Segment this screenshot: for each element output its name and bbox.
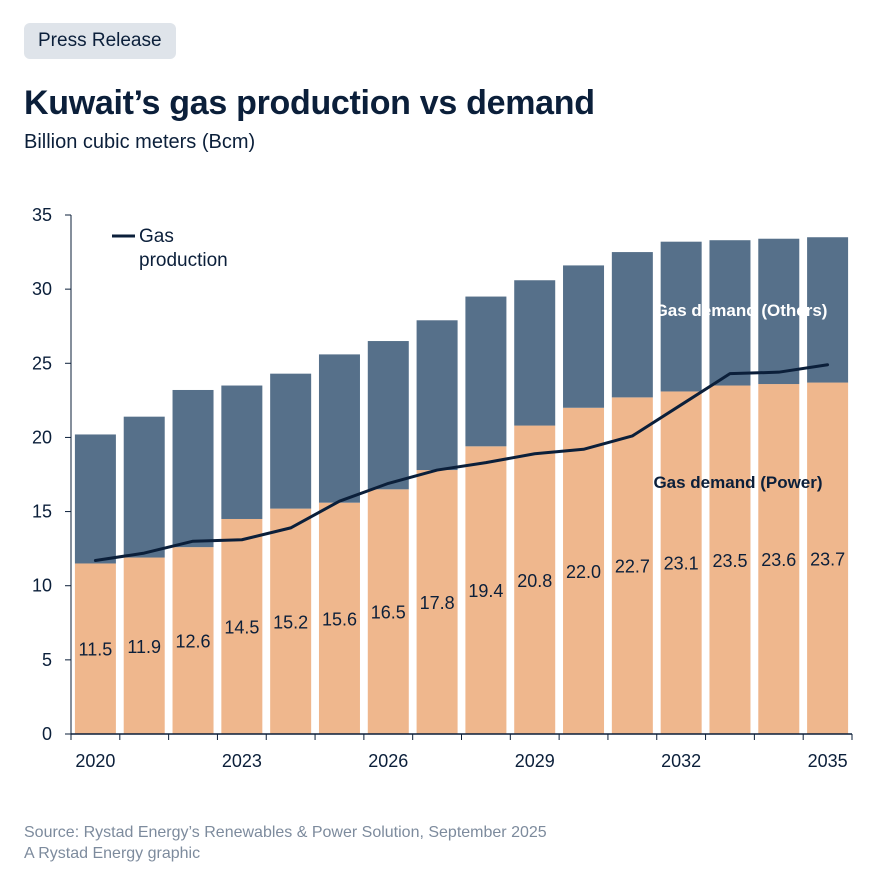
y-tick-label: 0 — [42, 724, 52, 744]
credit-line: A Rystad Energy graphic — [24, 845, 201, 862]
source-note: Source: Rystad Energy’s Renewables & Pow… — [24, 822, 547, 864]
power-demand-bar — [123, 557, 165, 734]
power-demand-bar — [563, 407, 605, 734]
power-value-label: 17.8 — [420, 593, 455, 613]
x-tick-label: 2035 — [808, 751, 848, 771]
power-value-label: 14.5 — [224, 617, 259, 637]
gas-production-line — [93, 363, 830, 563]
others-demand-bar — [221, 385, 263, 519]
x-tick-label: 2020 — [75, 751, 115, 771]
others-demand-bar — [123, 416, 165, 558]
power-demand-bar — [807, 382, 849, 734]
legend-label-line: production — [139, 250, 228, 271]
others-series-label: Gas demand (Others) — [655, 301, 828, 320]
x-tick-label: 2032 — [661, 751, 701, 771]
power-value-label: 12.6 — [176, 632, 211, 652]
others-demand-bar — [367, 341, 409, 490]
power-demand-bar — [709, 385, 751, 734]
y-tick-label: 15 — [32, 502, 52, 522]
others-demand-bar — [465, 296, 507, 447]
y-tick-label: 30 — [32, 279, 52, 299]
x-tick-label: 2029 — [515, 751, 555, 771]
power-demand-bar — [270, 508, 312, 734]
power-demand-bar — [74, 563, 116, 734]
legend-label-line: Gas — [139, 226, 174, 247]
others-demand-bar — [660, 241, 702, 392]
x-tick-label: 2023 — [222, 751, 262, 771]
others-demand-bar — [758, 238, 800, 385]
others-demand-bar — [270, 373, 312, 509]
legend-label: Gas production — [139, 226, 228, 271]
source-line: Source: Rystad Energy’s Renewables & Pow… — [24, 824, 547, 841]
others-demand-bar — [563, 265, 605, 408]
power-value-label: 23.6 — [761, 550, 796, 570]
power-demand-bar — [172, 547, 214, 734]
power-value-label: 23.1 — [664, 554, 699, 574]
power-value-label: 16.5 — [371, 603, 406, 623]
chart-title: Kuwait’s gas production vs demand — [24, 84, 595, 122]
power-demand-bar — [416, 470, 458, 734]
y-tick-label: 10 — [32, 576, 52, 596]
power-demand-bar — [465, 446, 507, 734]
others-demand-bar — [172, 389, 214, 548]
power-value-label: 22.0 — [566, 562, 601, 582]
y-tick-label: 20 — [32, 427, 52, 447]
press-release-badge: Press Release — [24, 23, 176, 59]
power-value-label: 11.5 — [79, 640, 113, 660]
power-value-label: 11.9 — [127, 637, 161, 657]
others-demand-bar — [709, 240, 751, 386]
power-demand-bar — [318, 502, 360, 734]
power-demand-bar — [514, 425, 556, 734]
x-tick-label: 2026 — [368, 751, 408, 771]
power-demand-bar — [660, 391, 702, 734]
others-demand-bar — [74, 434, 116, 564]
y-tick-label: 35 — [32, 205, 52, 225]
power-demand-bar — [367, 489, 409, 734]
others-demand-bar — [807, 237, 849, 383]
others-demand-bar — [611, 252, 653, 398]
power-demand-bar — [221, 518, 263, 734]
others-demand-bar — [514, 280, 556, 426]
others-demand-bar — [318, 354, 360, 503]
power-value-label: 23.7 — [810, 549, 845, 569]
power-value-label: 20.8 — [517, 571, 552, 591]
power-demand-bar — [758, 384, 800, 734]
power-demand-bar — [611, 397, 653, 734]
y-tick-label: 5 — [42, 650, 52, 670]
power-value-label: 22.7 — [615, 557, 650, 577]
power-value-label: 19.4 — [468, 581, 503, 601]
stacked-bar-chart: 0 5 10 15 20 25 30 35 11.5 11.9 12.6 14.5 15.2 15.6 16… — [32, 205, 853, 771]
others-demand-bar — [416, 320, 458, 471]
power-series-label: Gas demand (Power) — [653, 473, 822, 492]
chart-subtitle: Billion cubic meters (Bcm) — [24, 131, 256, 153]
power-value-label: 15.2 — [273, 612, 308, 632]
y-tick-label: 25 — [32, 353, 52, 373]
power-value-label: 23.5 — [712, 551, 747, 571]
power-value-label: 15.6 — [322, 609, 357, 629]
